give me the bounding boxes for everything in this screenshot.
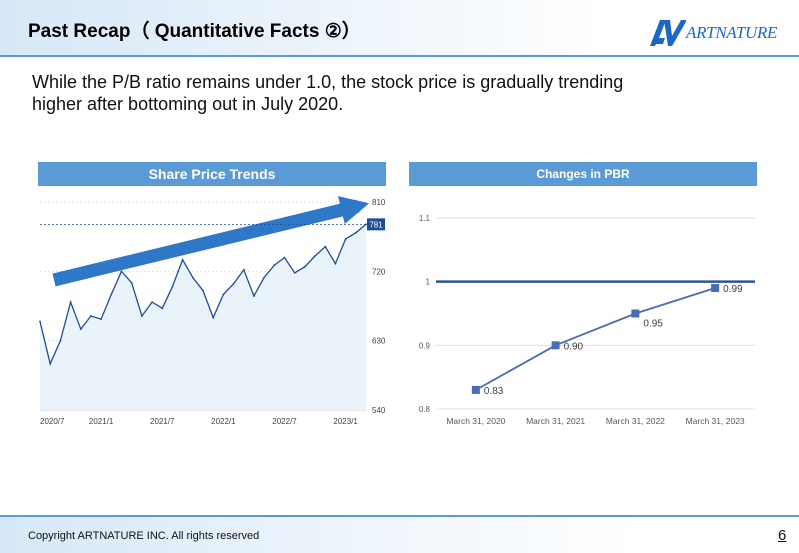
- copyright-text: Copyright ARTNATURE INC. All rights rese…: [28, 530, 260, 542]
- share-y-tick-label: 720: [372, 267, 386, 276]
- pbr-point: [711, 284, 720, 293]
- logo-text: ARTNATURE: [686, 23, 778, 42]
- pbr-data-label: 0.99: [723, 284, 743, 295]
- page-title: Past Recap（ Quantitative Facts ②）: [28, 21, 361, 42]
- share-price-line: [39, 223, 367, 366]
- pbr-x-tick-label: March 31, 2022: [606, 416, 665, 426]
- share-x-tick-label: 2022/1: [211, 417, 236, 426]
- last-value-label: 781: [369, 220, 383, 229]
- pbr-y-tick-label: 0.8: [419, 405, 431, 414]
- pbr-chart-title: Changes in PBR: [409, 162, 757, 186]
- pbr-point: [471, 385, 480, 394]
- pbr-line: [475, 287, 716, 391]
- last-value-badge: [367, 218, 385, 231]
- pbr-y-tick-label: 1.1: [419, 214, 431, 223]
- share-y-tick-label: 810: [372, 198, 386, 207]
- pbr-data-label: 0.95: [643, 319, 663, 330]
- footer-bar: [0, 517, 799, 553]
- share-y-tick-label: 540: [372, 406, 386, 415]
- page-number: 6: [778, 527, 787, 544]
- pbr-y-tick-label: 0.9: [419, 341, 431, 350]
- logo-mark-icon: [650, 20, 687, 46]
- share-price-chart-title: Share Price Trends: [38, 162, 386, 186]
- headline-text: While the P/B ratio remains under 1.0, t…: [32, 72, 624, 114]
- share-x-tick-label: 2023/1: [333, 417, 358, 426]
- pbr-x-tick-label: March 31, 2020: [446, 416, 505, 426]
- pbr-y-tick-label: 1: [426, 278, 431, 287]
- header-divider: [0, 55, 799, 57]
- footer-divider: [0, 515, 799, 517]
- pbr-point: [551, 341, 560, 350]
- trend-arrow: [52, 196, 370, 287]
- share-x-tick-label: 2021/1: [89, 417, 114, 426]
- share-price-area: [40, 224, 366, 410]
- pbr-point: [631, 309, 640, 318]
- pbr-x-tick-label: March 31, 2023: [686, 416, 745, 426]
- share-price-chart: 781 540 630 720 810 2020/7 2021/1 2021/7 2022/…: [39, 196, 386, 426]
- company-logo: ARTNATURE: [650, 18, 790, 48]
- pbr-data-label: 0.83: [484, 386, 504, 397]
- share-y-tick-label: 630: [372, 337, 386, 346]
- pbr-chart: 0.8 0.9 1 1.1 0.83 0.90 0.95 0.99 March 31, 20…: [419, 214, 755, 426]
- share-x-tick-label: 2021/7: [150, 417, 175, 426]
- share-x-tick-label: 2022/7: [272, 417, 297, 426]
- pbr-data-label: 0.90: [564, 341, 584, 352]
- pbr-x-tick-label: March 31, 2021: [526, 416, 585, 426]
- share-x-tick-label: 2020/7: [40, 417, 65, 426]
